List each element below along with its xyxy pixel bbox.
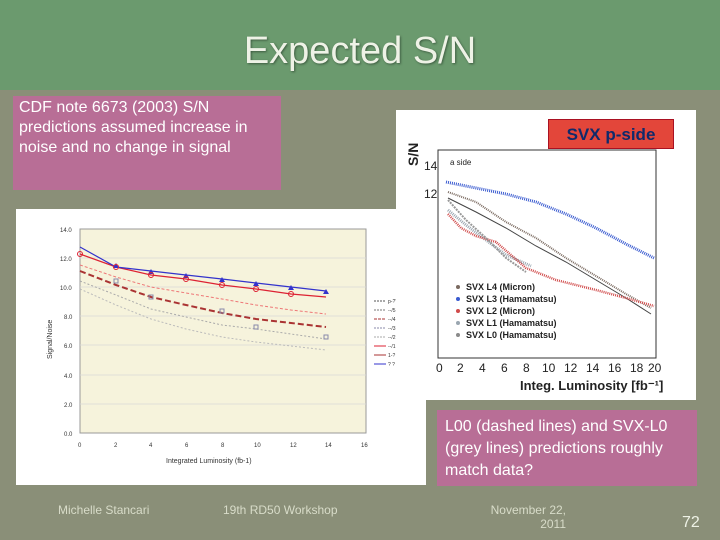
y-tick: 8.0 [64,315,73,321]
slide-header [0,0,720,90]
x-tick: 12 [290,443,297,449]
note-left: CDF note 6673 (2003) S/N predictions ass… [13,96,281,190]
x-tick: 6 [185,443,189,449]
x-tick: 16 [361,443,368,449]
svg-text:8: 8 [523,361,530,375]
svg-text:0: 0 [436,361,443,375]
x-tick: 10 [254,443,261,449]
x-tick: 8 [221,443,225,449]
right-x-label: Integ. Luminosity [fb⁻¹] [520,378,663,393]
y-tick: 2.0 [64,403,73,409]
svg-text:1-?: 1-? [388,353,395,359]
svg-text:10: 10 [542,361,556,375]
svg-text:2: 2 [457,361,464,375]
x-tick: 14 [325,443,332,449]
note-right: L00 (dashed lines) and SVX-L0 (grey line… [437,410,697,486]
svg-text:14: 14 [586,361,600,375]
left-plot: 14.0 12.0 10.0 8.0 6.0 4.0 2.0 0.0 0 2 4… [16,209,426,485]
svg-text:4: 4 [479,361,486,375]
svg-text:SVX L3 (Hamamatsu): SVX L3 (Hamamatsu) [466,294,557,304]
svg-text:--/3: --/3 [388,326,396,332]
svg-text:16: 16 [608,361,622,375]
x-axis-label: Integrated Luminosity (fb-1) [166,458,252,465]
right-y-label: S/N [405,143,421,166]
y-tick: 10.0 [60,286,72,292]
right-plot: S/N 14 12 a side 0 2 4 6 8 10 12 14 16 1… [396,110,696,400]
footer-date: November 22, 2011 [490,503,566,531]
svg-text:--/5: --/5 [388,308,396,314]
page-number: 72 [682,514,700,531]
footer-author: Michelle Stancari [58,503,150,517]
svg-text:20: 20 [648,361,662,375]
svg-text:p-??: p-?? [388,299,398,305]
svg-text:SVX L0 (Hamamatsu): SVX L0 (Hamamatsu) [466,330,557,340]
y-tick: 0.0 [64,432,73,438]
right-y-tick: 14 [424,159,438,173]
svg-text:? ?: ? ? [388,362,395,368]
y-axis-label: Signal/Noise [47,320,54,359]
slide-title: Expected S/N [243,30,477,72]
y-tick: 12.0 [60,257,72,263]
svg-text:--/4: --/4 [388,317,396,323]
right-small-label: a side [450,158,472,167]
svg-text:--/1: --/1 [388,344,396,350]
y-tick: 14.0 [60,228,72,234]
svg-text:SVX L1 (Hamamatsu): SVX L1 (Hamamatsu) [466,318,557,328]
footer-event: 19th RD50 Workshop [223,503,338,517]
svg-text:--/2: --/2 [388,335,396,341]
svg-text:SVX L4 (Micron): SVX L4 (Micron) [466,282,535,292]
svg-text:12: 12 [564,361,578,375]
svg-text:6: 6 [501,361,508,375]
y-tick: 4.0 [64,374,73,380]
x-tick: 2 [114,443,118,449]
y-tick: 6.0 [64,344,73,350]
x-tick: 4 [149,443,153,449]
x-tick: 0 [78,443,82,449]
svx-p-side-label: SVX p-side [548,119,674,149]
svg-text:SVX L2 (Micron): SVX L2 (Micron) [466,306,535,316]
right-y-tick: 12 [424,187,438,201]
svg-text:18: 18 [630,361,644,375]
